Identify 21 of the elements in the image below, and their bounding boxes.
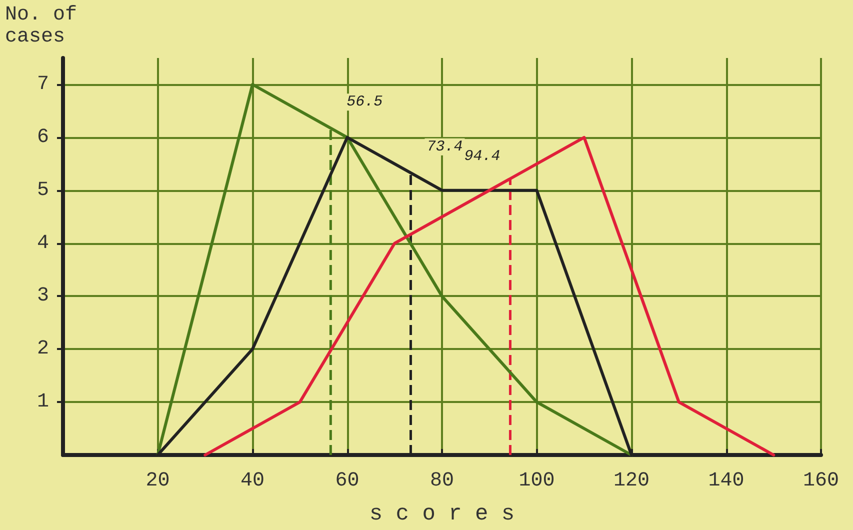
y-tick-label: 4 (36, 232, 49, 255)
x-tick-label: 160 (802, 470, 840, 492)
y-tick-label: 3 (36, 284, 49, 308)
y-tick-label: 5 (36, 178, 49, 202)
ref-line-label: 56.5 (346, 94, 383, 111)
x-tick-label: 120 (613, 470, 650, 492)
y-tick-label: 7 (36, 72, 49, 96)
x-axis-title: s c o r e s (369, 502, 515, 526)
y-axis-title: No. of cases (5, 4, 78, 48)
ref-line-label: 73.4 (426, 138, 463, 156)
x-tick-label: 60 (335, 470, 360, 492)
line-series (204, 136, 776, 456)
x-tick-label: 140 (708, 470, 744, 492)
y-tick-label: 2 (36, 338, 49, 361)
x-tick-label: 20 (146, 470, 170, 492)
x-tick-label: 40 (240, 470, 265, 492)
x-tick-label: 100 (518, 470, 555, 492)
y-tick-label: 1 (36, 390, 49, 414)
x-tick-label: 80 (430, 470, 454, 492)
y-tick-label: 6 (36, 126, 49, 149)
ref-line-label: 94.4 (464, 148, 500, 166)
